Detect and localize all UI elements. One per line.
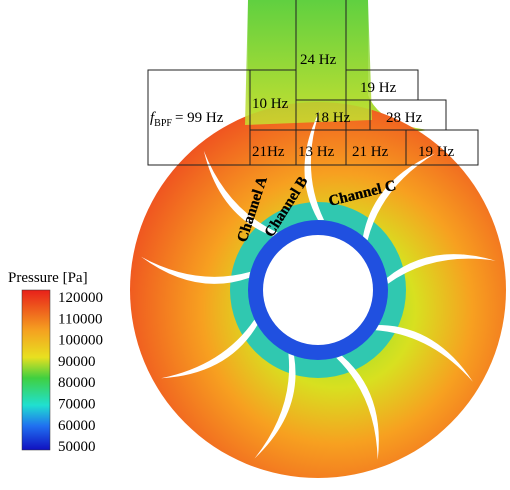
frequency-label: 18 Hz bbox=[314, 110, 351, 126]
frequency-label: 24 Hz bbox=[300, 52, 337, 68]
frequency-label: 13 Hz bbox=[298, 144, 335, 160]
frequency-label: 10 Hz bbox=[252, 96, 289, 112]
blade bbox=[141, 256, 251, 284]
blade bbox=[254, 353, 296, 459]
frequency-table: fBPF = 99 Hz 24 Hz 19 Hz 10 Hz 18 Hz 28 Hz 21H… bbox=[147, 0, 479, 166]
legend-tick-label: 100000 bbox=[58, 333, 103, 349]
legend-tick-label: 80000 bbox=[58, 375, 96, 391]
frequency-label: 19 Hz bbox=[360, 80, 397, 96]
legend: Pressure [Pa] 120000 110000 100000 90000 800… bbox=[8, 270, 103, 455]
frequency-label: 21 Hz bbox=[352, 144, 389, 160]
frequency-label: 19 Hz bbox=[418, 144, 455, 160]
blade bbox=[336, 355, 379, 460]
legend-tick-label: 50000 bbox=[58, 439, 96, 455]
frequency-label: 21Hz bbox=[252, 144, 285, 160]
blade bbox=[375, 325, 473, 382]
legend-tick-label: 70000 bbox=[58, 397, 96, 413]
legend-title: Pressure [Pa] bbox=[8, 270, 88, 286]
frequency-label: 28 Hz bbox=[386, 110, 423, 126]
legend-tick-label: 120000 bbox=[58, 290, 103, 306]
legend-tick-label: 110000 bbox=[58, 311, 102, 327]
bpf-label: fBPF = 99 Hz bbox=[150, 110, 224, 129]
blade bbox=[161, 319, 258, 379]
legend-tick-label: 60000 bbox=[58, 418, 96, 434]
legend-tick-label: 90000 bbox=[58, 354, 96, 370]
blade bbox=[386, 254, 496, 284]
pump-contour bbox=[130, 0, 506, 478]
blade bbox=[304, 110, 324, 220]
